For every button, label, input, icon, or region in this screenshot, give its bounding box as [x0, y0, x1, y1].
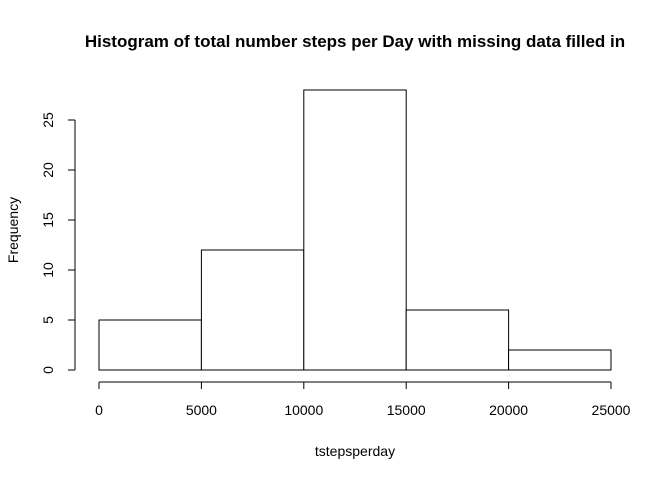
- y-tick-label-5: 25: [40, 112, 56, 128]
- y-tick-label-4: 20: [40, 162, 56, 178]
- x-axis: 0 5000 10000 15000 20000 25000: [95, 381, 631, 418]
- x-tick-label-5: 25000: [592, 402, 631, 418]
- histogram-bar-0: [98, 319, 202, 371]
- y-tick-label-3: 15: [40, 212, 56, 228]
- y-axis-label: Frequency: [5, 197, 21, 263]
- y-tick-label-2: 10: [40, 262, 56, 278]
- x-tick-label-3: 15000: [387, 402, 426, 418]
- x-axis-label: tstepsperday: [315, 443, 395, 459]
- histogram-bars: [98, 89, 612, 371]
- chart-title: Histogram of total number steps per Day …: [85, 32, 625, 51]
- histogram-bar-4: [508, 349, 612, 371]
- y-tick-label-1: 5: [40, 316, 56, 324]
- histogram-bar-3: [405, 309, 510, 371]
- y-axis: 0 5 10 15 20 25: [40, 112, 76, 374]
- x-tick-label-2: 10000: [284, 402, 323, 418]
- y-tick-label-0: 0: [40, 366, 56, 374]
- histogram-bar-1: [200, 249, 305, 371]
- x-tick-label-1: 5000: [186, 402, 217, 418]
- histogram-bar-2: [303, 89, 407, 371]
- x-tick-label-0: 0: [95, 402, 103, 418]
- x-tick-label-4: 20000: [489, 402, 528, 418]
